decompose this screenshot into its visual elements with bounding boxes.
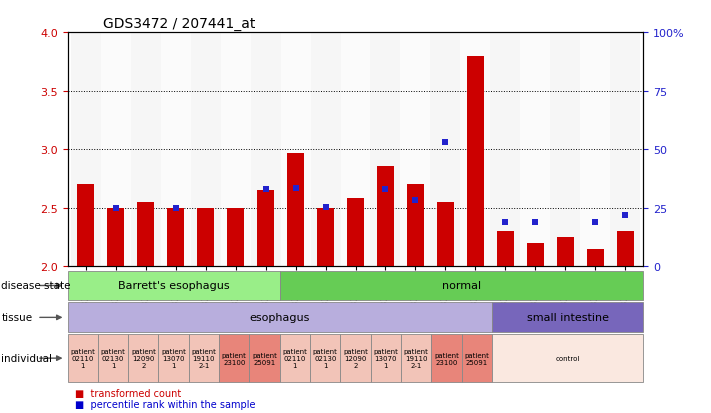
Bar (197, 208, 214, 267)
Text: small intestine: small intestine (527, 313, 609, 323)
Text: individual: individual (1, 353, 53, 363)
Bar (219, 335, 250, 382)
Bar (430, 33, 461, 267)
Bar (310, 335, 341, 382)
Bar (370, 335, 401, 382)
Bar (401, 335, 432, 382)
Bar (437, 202, 454, 267)
Bar (492, 303, 643, 332)
Bar (279, 271, 643, 301)
Bar (98, 335, 128, 382)
Bar (77, 185, 94, 267)
Bar (497, 232, 514, 267)
Text: ■  percentile rank within the sample: ■ percentile rank within the sample (75, 399, 255, 408)
Bar (279, 335, 310, 382)
Text: patient
13070
1: patient 13070 1 (373, 348, 398, 368)
Bar (159, 335, 189, 382)
Bar (131, 33, 161, 267)
Bar (137, 202, 154, 267)
Text: control: control (555, 355, 580, 361)
Text: patient
02110
1: patient 02110 1 (70, 348, 95, 368)
Bar (461, 33, 491, 267)
Text: patient
12090
2: patient 12090 2 (343, 348, 368, 368)
Text: patient
02130
1: patient 02130 1 (100, 348, 125, 368)
Bar (191, 33, 220, 267)
Bar (317, 208, 333, 267)
Bar (107, 208, 124, 267)
Bar (287, 153, 304, 267)
Bar (400, 33, 430, 267)
Text: Barrett's esophagus: Barrett's esophagus (118, 281, 230, 291)
Text: patient
02130
1: patient 02130 1 (313, 348, 338, 368)
Text: patient
25091: patient 25091 (252, 352, 277, 365)
Text: patient
23100: patient 23100 (222, 352, 247, 365)
Bar (161, 33, 191, 267)
Bar (68, 271, 279, 301)
Bar (461, 335, 492, 382)
Bar (347, 199, 364, 267)
Bar (250, 335, 279, 382)
Text: GDS3472 / 207441_at: GDS3472 / 207441_at (103, 17, 255, 31)
Text: esophagus: esophagus (250, 313, 310, 323)
Bar (467, 57, 483, 267)
Bar (528, 243, 544, 267)
Text: ■  transformed count: ■ transformed count (75, 388, 181, 398)
Text: normal: normal (442, 281, 481, 291)
Bar (587, 249, 604, 267)
Bar (557, 237, 574, 267)
Bar (432, 335, 461, 382)
Bar (550, 33, 580, 267)
Bar (220, 33, 250, 267)
Text: patient
19110
2-1: patient 19110 2-1 (404, 348, 429, 368)
Bar (257, 191, 274, 267)
Bar (407, 185, 424, 267)
Bar (492, 335, 643, 382)
Text: patient
25091: patient 25091 (464, 352, 489, 365)
Bar (580, 33, 611, 267)
Bar (128, 335, 159, 382)
Bar (311, 33, 341, 267)
Bar (378, 166, 394, 267)
Bar (520, 33, 550, 267)
Bar (617, 232, 634, 267)
Text: patient
12090
2: patient 12090 2 (131, 348, 156, 368)
Bar (611, 33, 641, 267)
Bar (167, 208, 183, 267)
Bar (341, 33, 370, 267)
Bar (68, 303, 492, 332)
Text: disease state: disease state (1, 281, 71, 291)
Bar (370, 33, 400, 267)
Bar (228, 208, 244, 267)
Bar (491, 33, 520, 267)
Bar (281, 33, 311, 267)
Bar (189, 335, 219, 382)
Text: patient
23100: patient 23100 (434, 352, 459, 365)
Bar (100, 33, 131, 267)
Bar (68, 335, 98, 382)
Text: patient
02110
1: patient 02110 1 (282, 348, 307, 368)
Text: tissue: tissue (1, 313, 33, 323)
Bar (250, 33, 281, 267)
Text: patient
19110
2-1: patient 19110 2-1 (191, 348, 216, 368)
Bar (341, 335, 370, 382)
Bar (70, 33, 100, 267)
Text: patient
13070
1: patient 13070 1 (161, 348, 186, 368)
